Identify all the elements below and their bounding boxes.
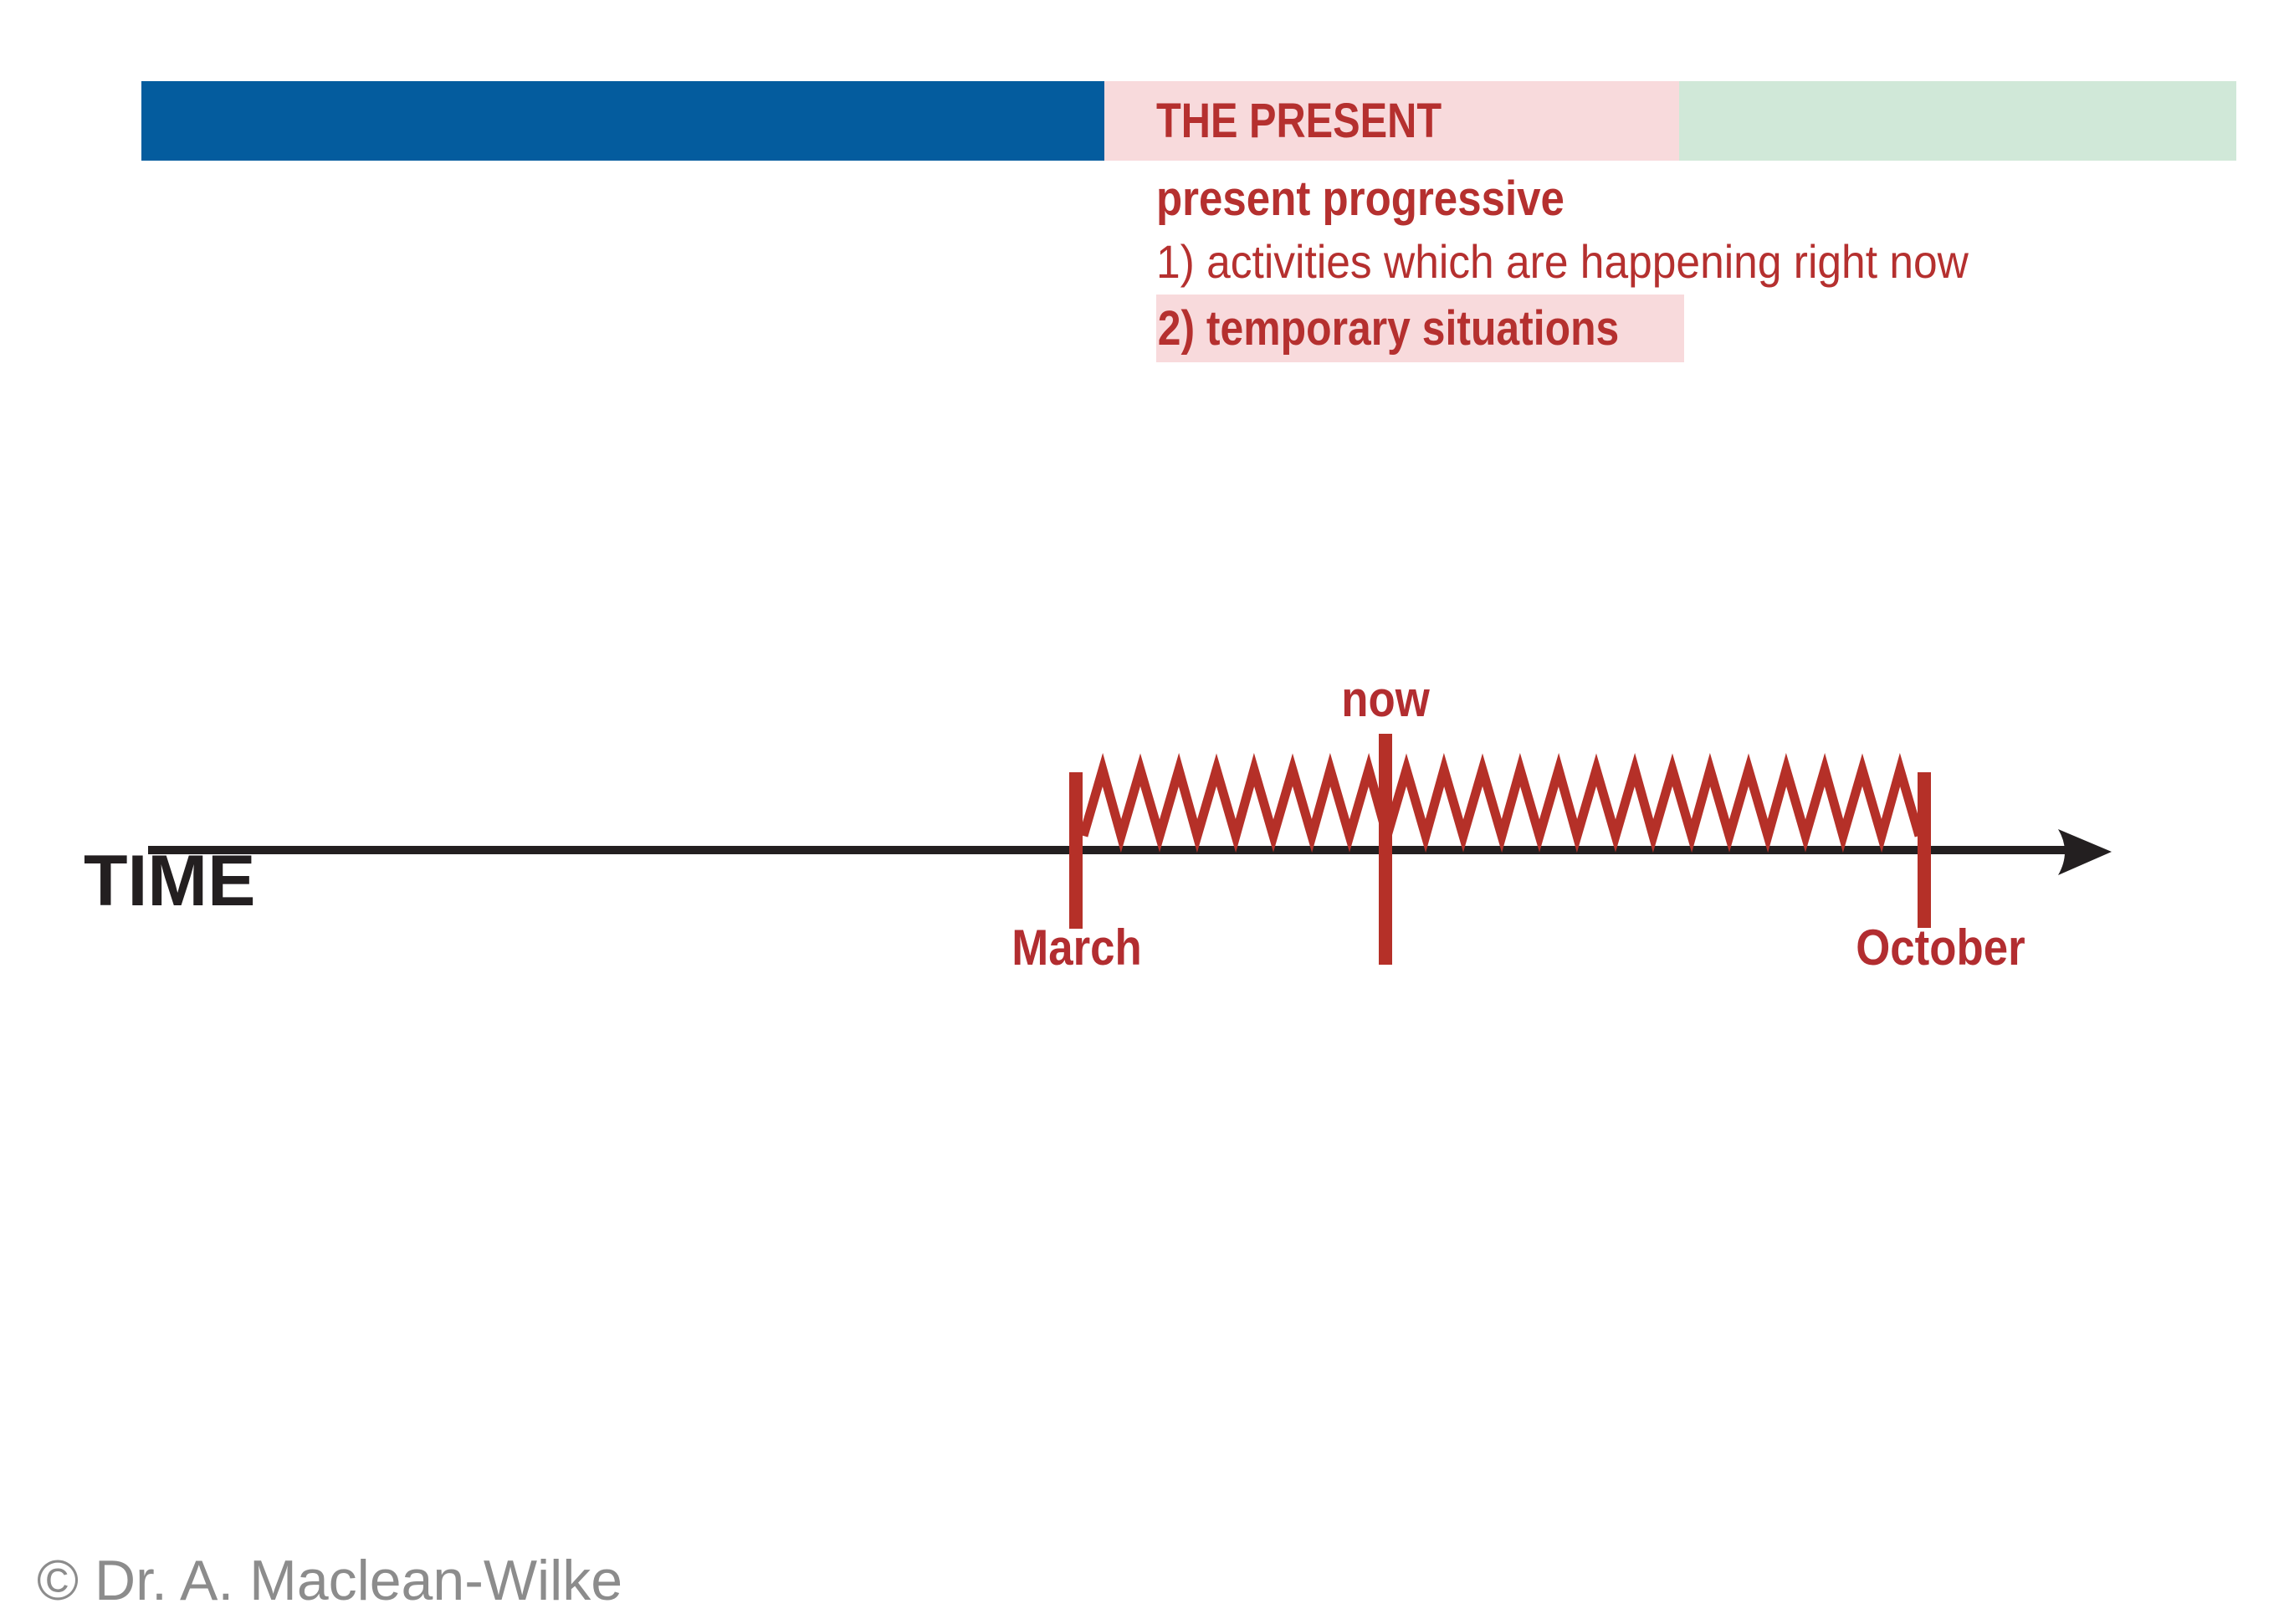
timeline-arrowhead <box>2058 829 2112 875</box>
copyright-text: © Dr. A. Maclean-Wilke <box>37 1549 623 1612</box>
now-marker-line <box>1379 734 1392 965</box>
subtitle-present-progressive: present progressive <box>1156 172 1564 226</box>
march-tick <box>1069 772 1083 929</box>
usage-point-1: 1) activities which are happening right … <box>1156 235 1969 288</box>
header-bar-present-segment: THE PRESENT <box>1104 81 1679 161</box>
time-axis-label: TIME <box>84 841 256 921</box>
october-label: October <box>1856 920 2025 976</box>
october-tick <box>1918 772 1931 928</box>
timeline-axis-line <box>148 846 2075 854</box>
header-bar-future-segment <box>1679 81 2236 161</box>
zigzag-span-line <box>1078 752 1924 853</box>
usage-point-2-highlight: 2) temporary situations <box>1156 295 1684 362</box>
tense-header-bar: THE PRESENT <box>141 81 2236 161</box>
usage-point-2: 2) temporary situations <box>1157 300 1620 356</box>
march-label: March <box>1011 920 1142 976</box>
now-label: now <box>1341 671 1430 727</box>
header-bar-past-segment <box>141 81 1104 161</box>
section-title: THE PRESENT <box>1156 93 1442 148</box>
